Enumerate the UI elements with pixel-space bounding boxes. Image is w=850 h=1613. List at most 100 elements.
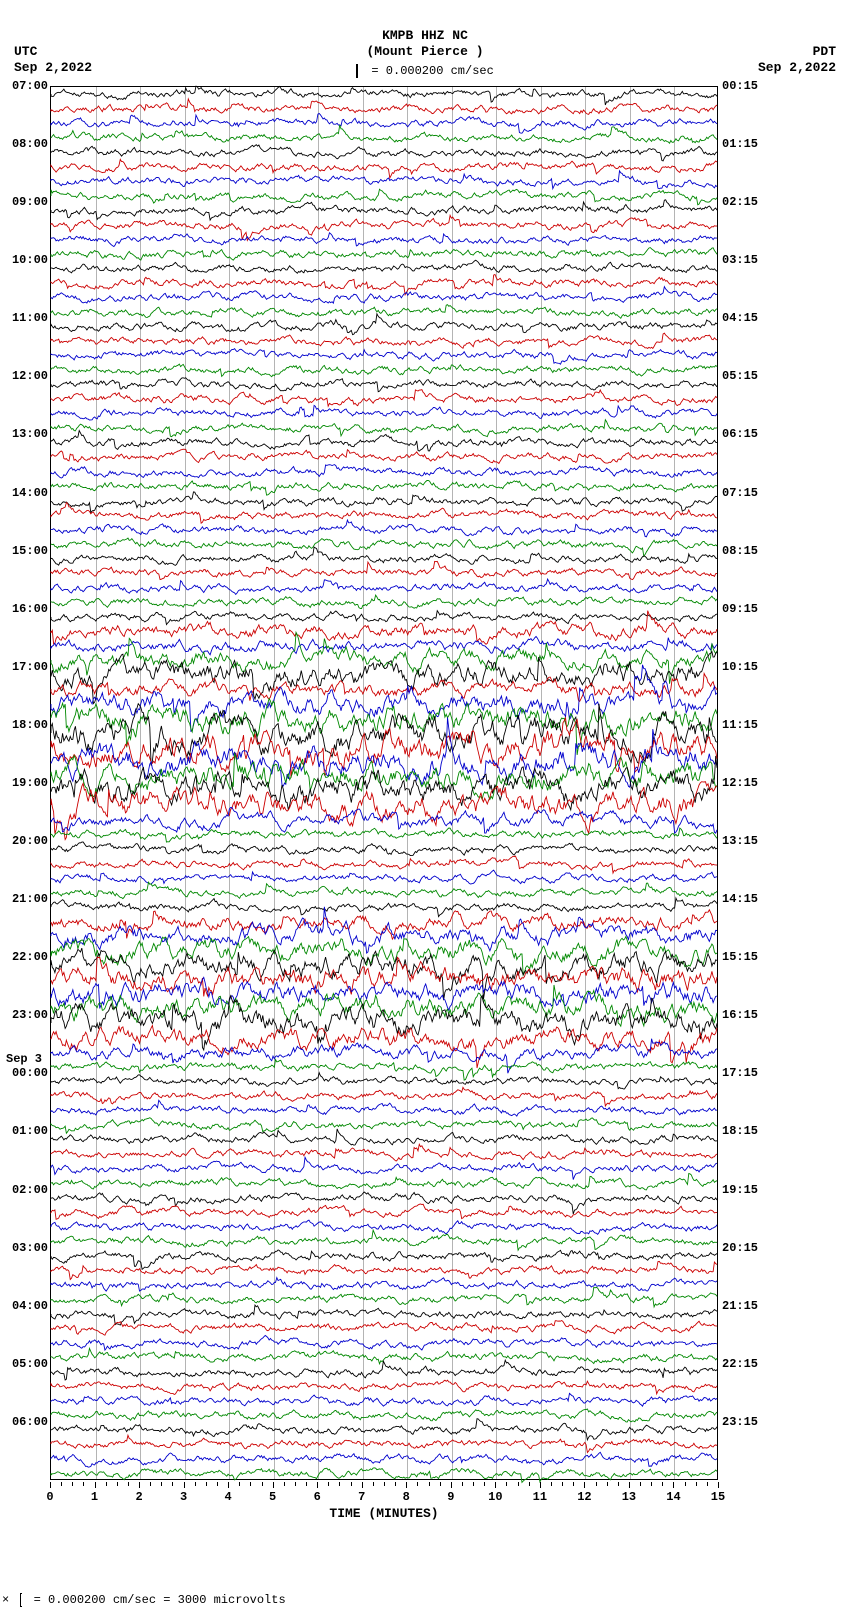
- x-tick-major: [362, 1482, 363, 1488]
- x-tick-major: [629, 1482, 630, 1488]
- utc-hour-label: 07:00: [2, 79, 48, 93]
- x-tick-minor: [351, 1482, 352, 1486]
- local-hour-label: 10:15: [722, 660, 770, 674]
- utc-hour-label: 00:00: [2, 1066, 48, 1080]
- x-tick-minor: [417, 1482, 418, 1486]
- x-tick-minor: [373, 1482, 374, 1486]
- utc-hour-label: 22:00: [2, 950, 48, 964]
- local-hour-label: 08:15: [722, 544, 770, 558]
- x-tick-major: [50, 1482, 51, 1488]
- utc-hour-label: 06:00: [2, 1415, 48, 1429]
- station-code: KMPB HHZ NC: [0, 28, 850, 43]
- local-hour-label: 12:15: [722, 776, 770, 790]
- x-tick-minor: [262, 1482, 263, 1486]
- footer-scale: × = 0.000200 cm/sec = 3000 microvolts: [2, 1593, 286, 1607]
- local-hour-label: 19:15: [722, 1183, 770, 1197]
- x-tick-minor: [161, 1482, 162, 1486]
- x-tick-minor: [651, 1482, 652, 1486]
- utc-hour-label: 02:00: [2, 1183, 48, 1197]
- x-tick-minor: [429, 1482, 430, 1486]
- utc-hour-label: 11:00: [2, 311, 48, 325]
- utc-hour-label: 04:00: [2, 1299, 48, 1313]
- x-tick-minor: [117, 1482, 118, 1486]
- utc-hour-label: 18:00: [2, 718, 48, 732]
- x-tick-minor: [150, 1482, 151, 1486]
- local-hour-label: 15:15: [722, 950, 770, 964]
- local-hour-label: 20:15: [722, 1241, 770, 1255]
- x-tick-minor: [61, 1482, 62, 1486]
- x-tick-label: 3: [180, 1490, 187, 1504]
- x-tick-minor: [72, 1482, 73, 1486]
- x-tick-minor: [328, 1482, 329, 1486]
- x-tick-minor: [596, 1482, 597, 1486]
- x-tick-label: 13: [622, 1490, 636, 1504]
- x-tick-minor: [529, 1482, 530, 1486]
- x-tick-minor: [618, 1482, 619, 1486]
- local-hour-label: 09:15: [722, 602, 770, 616]
- local-hour-label: 16:15: [722, 1008, 770, 1022]
- x-tick-label: 0: [46, 1490, 53, 1504]
- x-tick-minor: [206, 1482, 207, 1486]
- x-tick-minor: [685, 1482, 686, 1486]
- tz-left-label: UTC: [14, 44, 37, 59]
- local-hour-label: 05:15: [722, 369, 770, 383]
- x-tick-minor: [306, 1482, 307, 1486]
- x-tick-minor: [696, 1482, 697, 1486]
- x-tick-minor: [506, 1482, 507, 1486]
- x-tick-minor: [484, 1482, 485, 1486]
- x-tick-minor: [562, 1482, 563, 1486]
- local-hour-label: 02:15: [722, 195, 770, 209]
- x-tick-minor: [172, 1482, 173, 1486]
- utc-hour-label: 16:00: [2, 602, 48, 616]
- x-tick-major: [273, 1482, 274, 1488]
- x-tick-major: [673, 1482, 674, 1488]
- x-tick-minor: [395, 1482, 396, 1486]
- x-tick-minor: [195, 1482, 196, 1486]
- date-left-label: Sep 2,2022: [14, 60, 92, 75]
- x-tick-major: [495, 1482, 496, 1488]
- local-hour-label: 11:15: [722, 718, 770, 732]
- utc-hour-label: 19:00: [2, 776, 48, 790]
- local-hour-label: 17:15: [722, 1066, 770, 1080]
- x-tick-minor: [707, 1482, 708, 1486]
- local-hour-label: 22:15: [722, 1357, 770, 1371]
- utc-hour-label: 10:00: [2, 253, 48, 267]
- x-axis: TIME (MINUTES) 0123456789101112131415: [50, 1482, 718, 1532]
- x-tick-label: 10: [488, 1490, 502, 1504]
- x-tick-major: [184, 1482, 185, 1488]
- x-tick-label: 8: [403, 1490, 410, 1504]
- tz-right-label: PDT: [813, 44, 836, 59]
- x-tick-major: [584, 1482, 585, 1488]
- x-tick-minor: [83, 1482, 84, 1486]
- x-tick-major: [451, 1482, 452, 1488]
- x-tick-minor: [106, 1482, 107, 1486]
- utc-hour-label: 12:00: [2, 369, 48, 383]
- x-tick-major: [139, 1482, 140, 1488]
- local-hour-label: 13:15: [722, 834, 770, 848]
- x-tick-minor: [607, 1482, 608, 1486]
- local-hour-label: 00:15: [722, 79, 770, 93]
- scale-bar-icon: [356, 64, 358, 78]
- utc-hour-label: 03:00: [2, 1241, 48, 1255]
- x-tick-minor: [128, 1482, 129, 1486]
- utc-hour-label: 20:00: [2, 834, 48, 848]
- local-hour-label: 03:15: [722, 253, 770, 267]
- local-hour-label: 23:15: [722, 1415, 770, 1429]
- x-tick-minor: [295, 1482, 296, 1486]
- x-tick-minor: [518, 1482, 519, 1486]
- x-tick-major: [95, 1482, 96, 1488]
- local-hour-label: 06:15: [722, 427, 770, 441]
- local-hour-label: 01:15: [722, 137, 770, 151]
- x-tick-label: 1: [91, 1490, 98, 1504]
- x-tick-minor: [640, 1482, 641, 1486]
- x-tick-label: 4: [225, 1490, 232, 1504]
- utc-hour-label: 15:00: [2, 544, 48, 558]
- footer-text: = 0.000200 cm/sec = 3000 microvolts: [34, 1593, 286, 1607]
- date-right-label: Sep 2,2022: [758, 60, 836, 75]
- helicorder-plot: [50, 86, 718, 1480]
- local-hour-label: 07:15: [722, 486, 770, 500]
- x-tick-major: [228, 1482, 229, 1488]
- x-tick-label: 14: [666, 1490, 680, 1504]
- utc-hour-label: 09:00: [2, 195, 48, 209]
- x-tick-label: 6: [314, 1490, 321, 1504]
